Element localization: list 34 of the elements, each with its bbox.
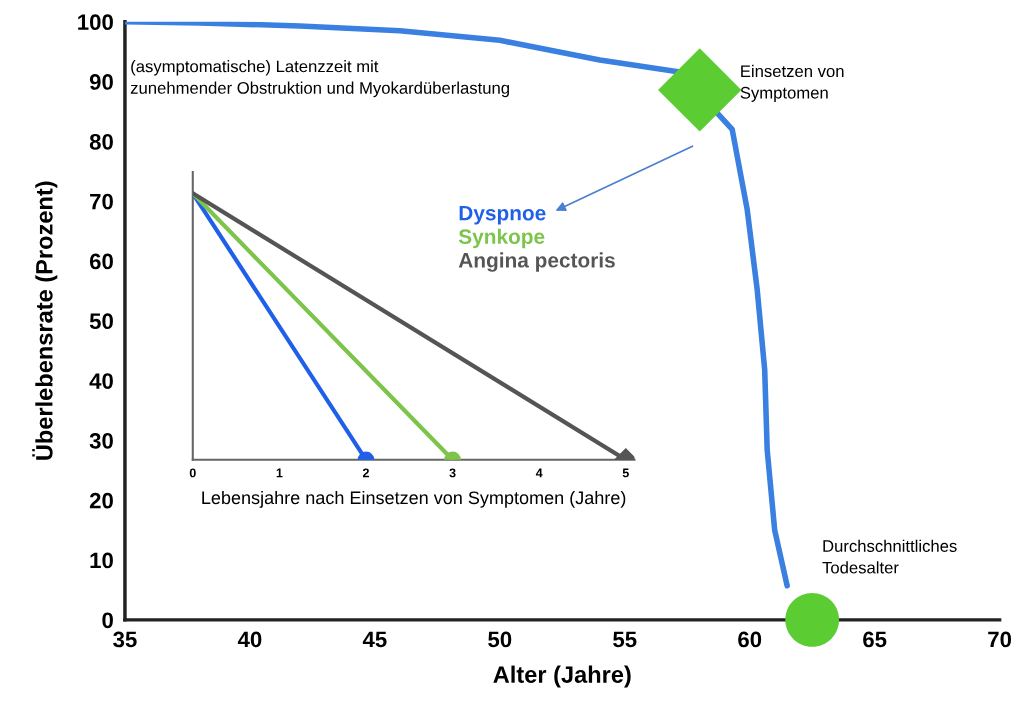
y-tick-label: 0 [102, 612, 113, 629]
y-tick-label: 60 [89, 253, 113, 270]
x-tick-label: 70 [988, 631, 1012, 648]
x-axis-title: Alter (Jahre) [493, 665, 631, 688]
x-tick-label: 3 [449, 468, 456, 478]
x-tick-label: 45 [362, 631, 387, 648]
y-tick-label: 10 [90, 552, 113, 569]
x-tick-label: 65 [863, 631, 887, 648]
x-tick-label: 40 [237, 631, 262, 648]
x-tick-label: 35 [113, 631, 137, 648]
x-tick-label: 60 [738, 631, 762, 648]
x-tick-label: 2 [362, 468, 369, 478]
y-tick-label: 20 [89, 492, 113, 509]
y-axis-title: Überlebensrate (Prozent) [32, 181, 58, 460]
x-tick-label: 5 [622, 468, 629, 478]
x-tick-label: 1 [276, 468, 283, 478]
y-tick-label: 70 [90, 193, 113, 210]
annotation: Einsetzen von Symptomen [740, 64, 844, 102]
annotation: (asymptomatische) Latenzzeit mit zunehmender Obstruktion und Myokardüberlastung [130, 60, 509, 98]
text: Dyspnoe [459, 205, 546, 225]
y-tick-label: 40 [89, 373, 113, 389]
x-tick-label: 4 [535, 468, 543, 478]
annotation: Durchschnittliches Todesalter [822, 539, 957, 574]
text: Synkope [458, 228, 545, 249]
y-tick-label: 30 [89, 432, 113, 449]
x-axis-title: Lebensjahre nach Einsetzen von Symptomen (Jahre) [202, 490, 626, 508]
text: Angina pectoris [458, 252, 615, 272]
y-tick-label: 50 [89, 313, 113, 330]
y-tick-label: 80 [89, 133, 113, 150]
y-tick-label: 90 [89, 74, 113, 90]
x-tick-label: 50 [488, 631, 512, 648]
y-tick-label: 100 [78, 14, 113, 31]
x-tick-label: 55 [613, 631, 637, 648]
x-tick-label: 0 [189, 468, 196, 478]
